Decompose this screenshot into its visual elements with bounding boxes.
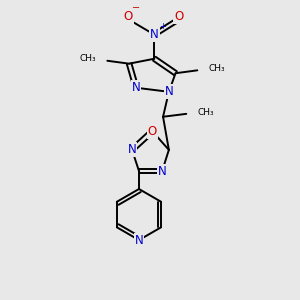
Text: CH₃: CH₃: [197, 108, 214, 117]
Text: O: O: [174, 10, 184, 23]
Text: N: N: [150, 28, 159, 41]
Text: N: N: [158, 164, 167, 178]
Text: O: O: [148, 125, 157, 138]
Text: N: N: [164, 85, 173, 98]
Text: O: O: [124, 10, 133, 23]
Text: CH₃: CH₃: [208, 64, 225, 73]
Text: +: +: [159, 22, 166, 31]
Text: N: N: [135, 234, 143, 247]
Text: N: N: [132, 81, 140, 94]
Text: N: N: [128, 143, 136, 156]
Text: CH₃: CH₃: [80, 54, 96, 63]
Text: −: −: [132, 3, 140, 13]
